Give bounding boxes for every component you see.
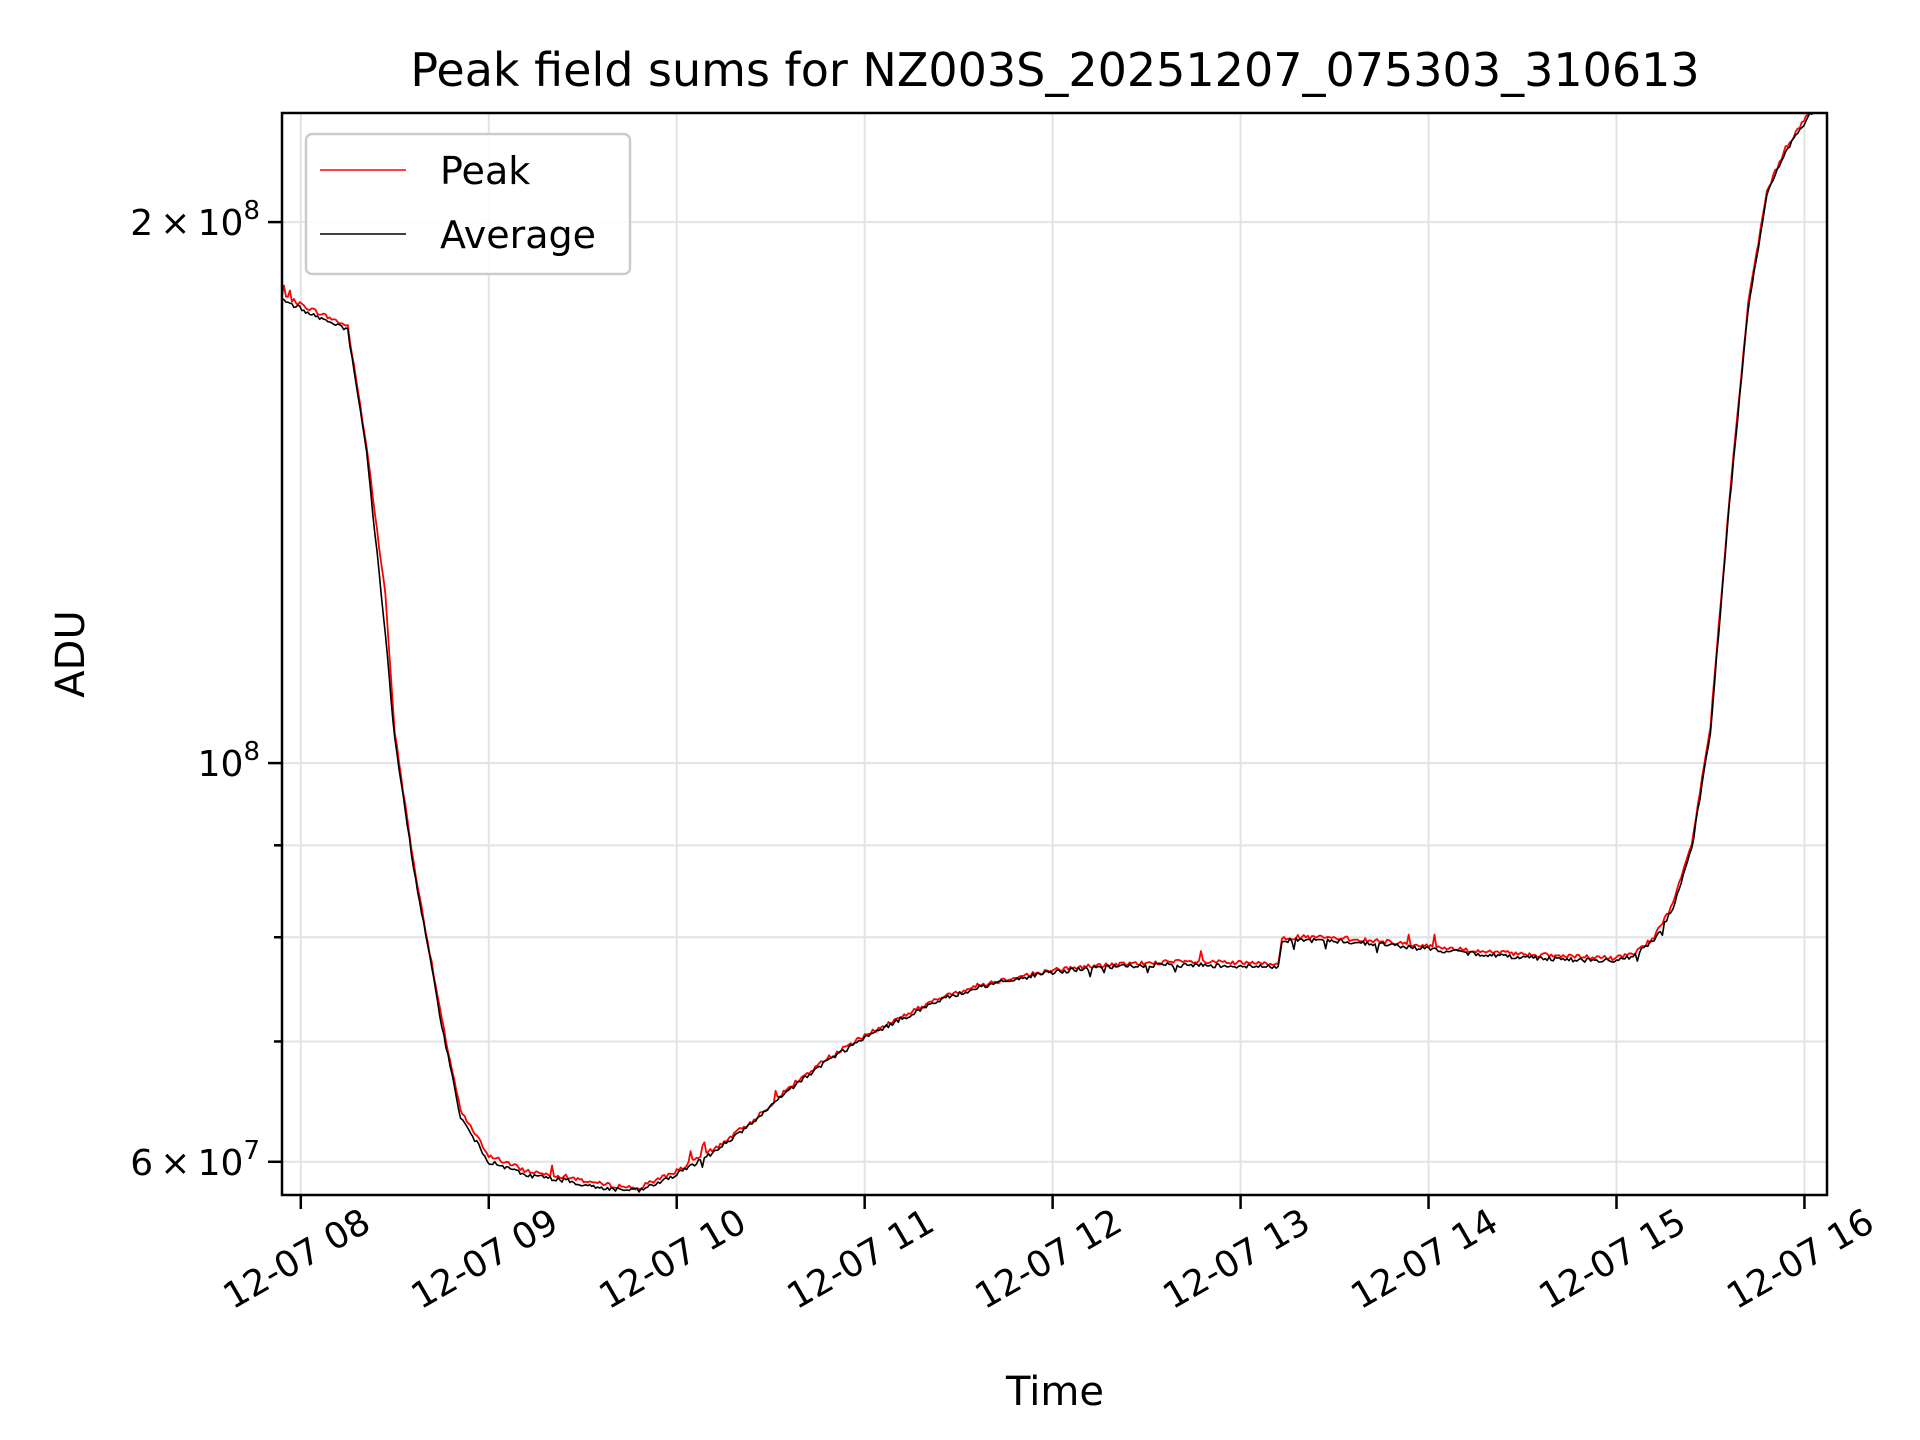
x-axis: 12-07 08 12-07 09 12-07 10 12-07 11 12-07 12… — [217, 1195, 1881, 1318]
y-axis-label: ADU — [48, 610, 94, 697]
x-tick-label: 12-07 15 — [1532, 1201, 1693, 1317]
x-tick-label: 12-07 13 — [1156, 1201, 1317, 1317]
y-tick-label: 6 × 107 — [130, 1136, 260, 1184]
series-line-peak — [282, 113, 1811, 1191]
x-tick-label: 12-07 11 — [780, 1201, 941, 1317]
plot-frame — [280, 111, 1829, 1197]
y-tick-label: 2 × 108 — [130, 196, 260, 244]
chart-title: Peak field sums for NZ003S_20251207_0753… — [410, 43, 1699, 97]
y-tick-label: 108 — [198, 737, 260, 785]
legend-label-average: Average — [440, 213, 596, 257]
legend-box — [304, 132, 632, 276]
x-tick-label: 12-07 08 — [217, 1201, 378, 1317]
legend: Peak Average — [304, 132, 632, 276]
x-tick-label: 12-07 09 — [405, 1201, 566, 1317]
plot-series — [282, 113, 1814, 1193]
grid — [282, 113, 1827, 1195]
y-axis: 2 × 108 108 6 × 107 — [130, 196, 282, 1184]
x-tick-label: 12-07 12 — [968, 1201, 1129, 1317]
x-tick-label: 12-07 16 — [1720, 1201, 1881, 1317]
legend-label-peak: Peak — [440, 149, 530, 193]
x-tick-label: 12-07 14 — [1344, 1201, 1505, 1317]
x-tick-label: 12-07 10 — [593, 1201, 754, 1317]
x-axis-label: Time — [1005, 1369, 1104, 1415]
series-line-average — [282, 113, 1814, 1193]
